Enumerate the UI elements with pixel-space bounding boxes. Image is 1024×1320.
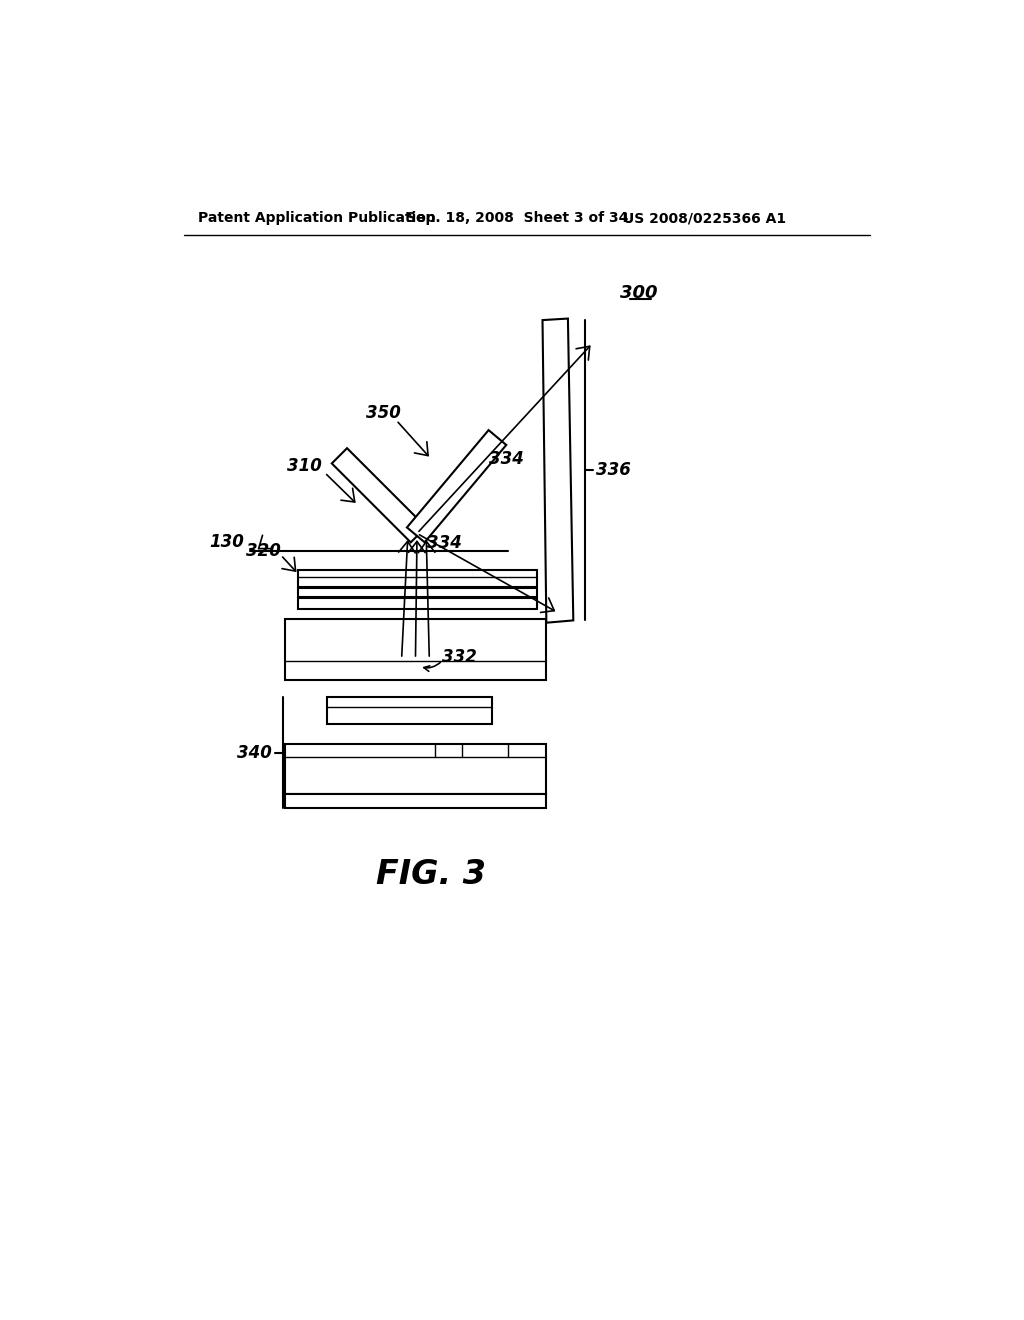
Bar: [285, 619, 547, 681]
Text: 320: 320: [246, 543, 281, 560]
Bar: [327, 697, 493, 725]
Bar: [298, 589, 538, 597]
Text: 310: 310: [287, 458, 322, 475]
Text: 332: 332: [442, 648, 477, 667]
Bar: [298, 570, 538, 587]
Text: Sep. 18, 2008  Sheet 3 of 34: Sep. 18, 2008 Sheet 3 of 34: [407, 211, 629, 226]
Text: 340: 340: [237, 744, 271, 762]
Text: Patent Application Publication: Patent Application Publication: [199, 211, 436, 226]
Text: 130: 130: [210, 533, 245, 550]
Text: 350: 350: [366, 404, 400, 421]
Bar: [285, 743, 547, 793]
Polygon shape: [543, 318, 573, 623]
Text: US 2008/0225366 A1: US 2008/0225366 A1: [624, 211, 786, 226]
Text: 334: 334: [427, 535, 462, 552]
Polygon shape: [407, 430, 506, 543]
Text: 300: 300: [620, 284, 657, 302]
Text: FIG. 3: FIG. 3: [376, 858, 485, 891]
Text: 336: 336: [596, 461, 631, 479]
Text: 334: 334: [488, 450, 523, 467]
Bar: [298, 598, 538, 609]
Bar: [285, 795, 547, 808]
Polygon shape: [332, 449, 426, 543]
